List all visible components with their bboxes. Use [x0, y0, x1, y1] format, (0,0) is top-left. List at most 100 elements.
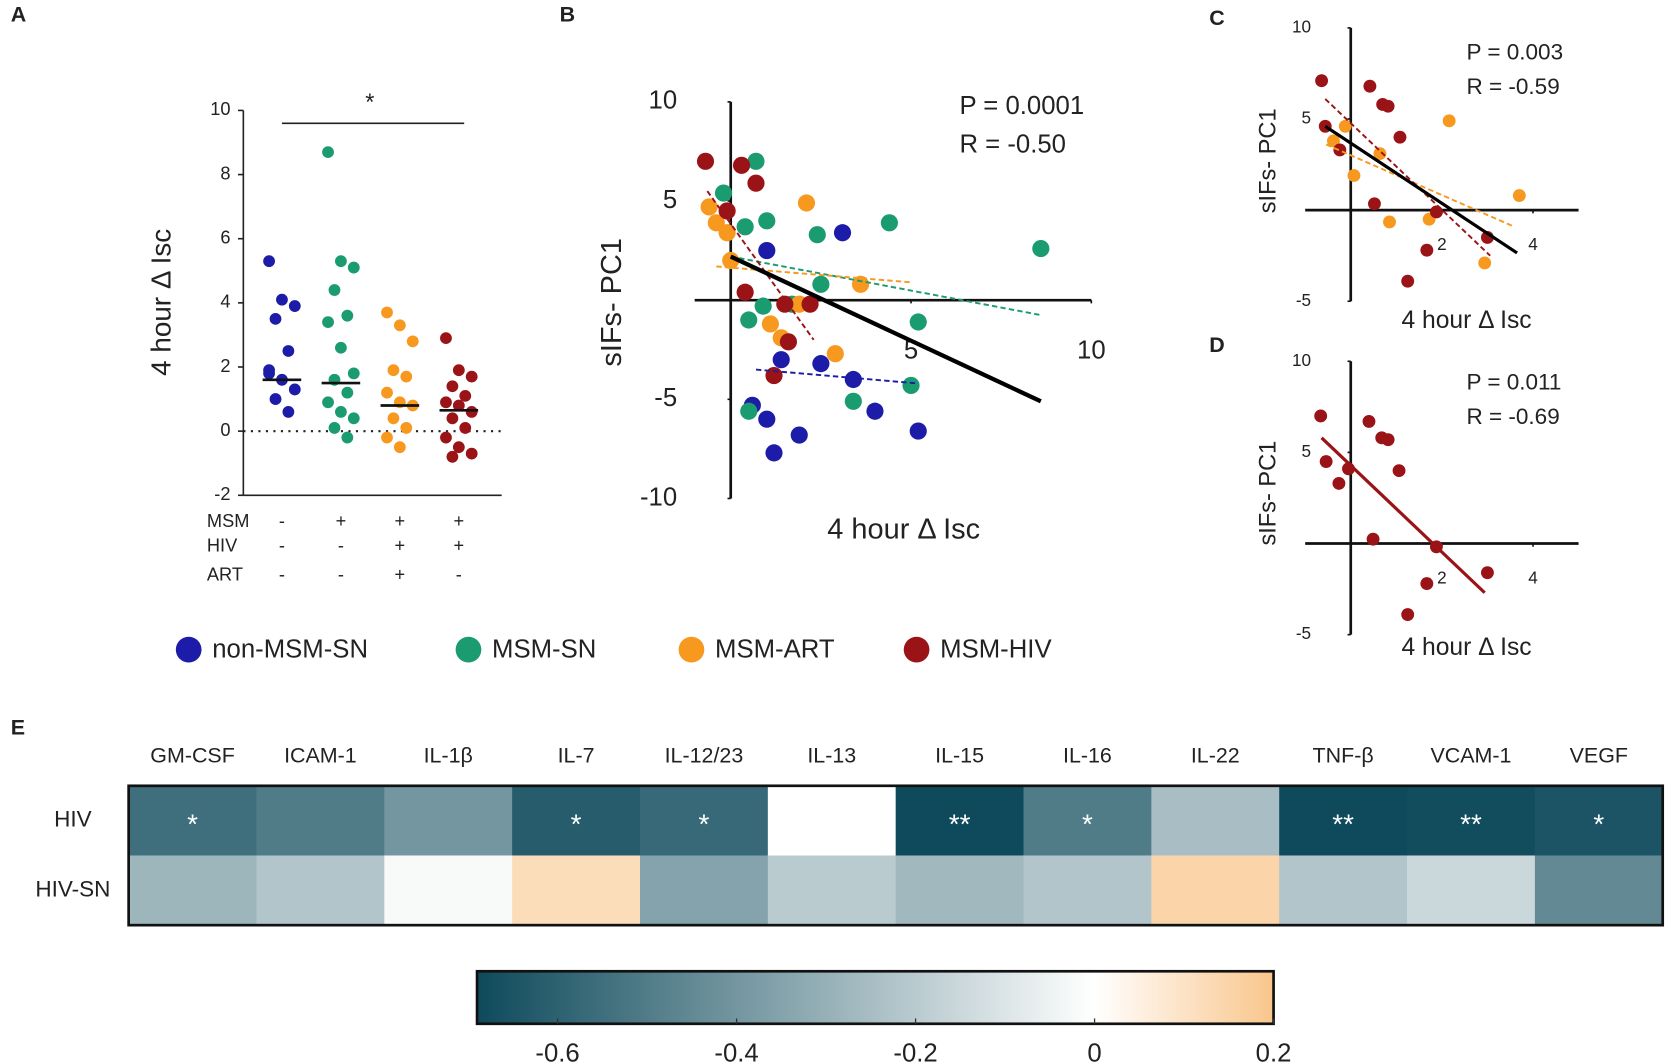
colorbar-tick-label: -0.2: [893, 1040, 937, 1064]
column-label: ICAM-1: [284, 744, 357, 768]
point: [440, 332, 452, 345]
point: [322, 146, 334, 159]
significance-star: *: [187, 808, 198, 839]
point: [328, 284, 341, 296]
point: [393, 441, 406, 454]
point: [1383, 215, 1396, 229]
point: [269, 393, 282, 405]
column-label: VEGF: [1570, 744, 1628, 768]
point: [452, 364, 465, 377]
y-tick-label: 8: [220, 163, 230, 183]
significance-star: *: [698, 808, 709, 839]
point: [288, 300, 301, 312]
panel-letter: E: [11, 716, 25, 740]
y-tick-label: 6: [220, 228, 230, 248]
cell: [128, 855, 258, 926]
point: [844, 370, 862, 389]
y-tick-label: 5: [1302, 108, 1312, 128]
annotation: R = -0.59: [1467, 74, 1560, 99]
point: [276, 293, 288, 306]
y-tick-label: 10: [1292, 16, 1311, 36]
cell: [1151, 785, 1280, 857]
point: [732, 156, 751, 174]
annotation: P = 0.011: [1467, 370, 1562, 395]
point: [1392, 464, 1406, 478]
significance-star: **: [1332, 808, 1354, 839]
x-tick-label: 4: [1528, 234, 1538, 254]
cell: [767, 785, 897, 857]
y-tick-label: 5: [663, 186, 677, 214]
overall-fit: [1324, 124, 1518, 255]
point: [269, 312, 282, 325]
x-axis-label: 4 hour Δ Isc: [1401, 634, 1531, 661]
colorbar: [475, 969, 1275, 1026]
y-tick-label: -5: [1296, 290, 1311, 310]
point: [1373, 147, 1387, 161]
point: [1347, 169, 1361, 182]
annotation: R = -0.50: [959, 131, 1066, 159]
colorbar-tick-label: 0: [1087, 1040, 1101, 1064]
column-label: VCAM-1: [1430, 744, 1511, 768]
point: [1327, 134, 1340, 148]
condition-sign: -: [338, 536, 344, 556]
point: [1442, 114, 1456, 128]
point: [1401, 608, 1415, 622]
column-label: GM-CSF: [150, 744, 235, 768]
condition-name: HIV: [207, 536, 238, 556]
point: [322, 396, 334, 409]
point: [1332, 476, 1346, 490]
point: [347, 261, 360, 274]
point: [779, 333, 798, 351]
point: [465, 447, 478, 460]
group-fit: [706, 190, 815, 341]
panel-letter: B: [560, 3, 575, 27]
point: [347, 412, 360, 425]
point: [1362, 414, 1376, 428]
y-tick-label: 10: [649, 87, 678, 115]
point: [1420, 243, 1434, 257]
condition-sign: -: [456, 564, 462, 584]
point: [801, 295, 819, 313]
significance-star: **: [949, 808, 971, 839]
point: [866, 402, 884, 420]
point: [341, 309, 354, 322]
panel-letter: C: [1209, 6, 1224, 30]
point: [736, 283, 754, 301]
cell: [1023, 785, 1152, 857]
significance: *: [365, 89, 374, 115]
x-tick-label: 10: [1077, 336, 1106, 364]
point: [288, 383, 301, 396]
condition-sign: -: [279, 564, 285, 584]
point: [718, 224, 736, 242]
point: [826, 345, 844, 363]
condition-sign: +: [395, 536, 406, 556]
point: [1314, 409, 1328, 423]
point: [772, 351, 790, 369]
point: [282, 345, 295, 357]
point: [335, 341, 347, 354]
colorbar-tick-label: -0.4: [714, 1040, 758, 1064]
point: [902, 376, 920, 395]
y-tick-label: 4: [220, 292, 230, 312]
cell: [384, 785, 513, 857]
point: [1401, 274, 1415, 288]
x-axis-label: 4 hour Δ Isc: [827, 513, 980, 545]
x-axis-label: 4 hour Δ Isc: [1401, 307, 1531, 334]
x-tick-label: 2: [1437, 567, 1447, 587]
condition-sign: -: [279, 511, 285, 531]
significance-star: **: [1460, 808, 1482, 839]
point: [446, 450, 459, 463]
condition-name: MSM: [207, 511, 250, 531]
point: [347, 367, 360, 380]
point: [381, 431, 393, 444]
point: [758, 410, 776, 428]
point: [452, 441, 465, 454]
point: [812, 275, 830, 293]
condition-sign: +: [395, 511, 406, 531]
annotation: R = -0.69: [1467, 404, 1560, 429]
point: [341, 431, 354, 444]
legend-label: MSM-ART: [715, 636, 835, 664]
point: [387, 412, 400, 425]
point: [1420, 577, 1434, 591]
